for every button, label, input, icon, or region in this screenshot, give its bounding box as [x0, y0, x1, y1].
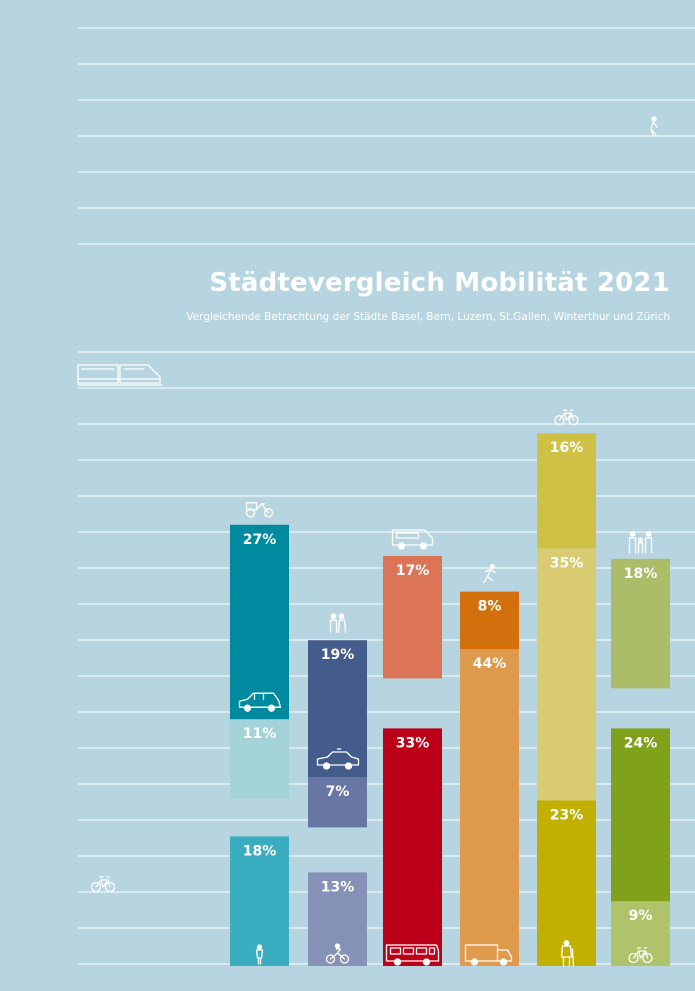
bicycle-icon	[90, 876, 116, 893]
family-icon	[628, 530, 653, 554]
runner-icon	[482, 563, 497, 584]
bar-segment	[308, 777, 367, 828]
data-label: 18%	[243, 843, 277, 859]
data-label: 33%	[396, 735, 430, 751]
bar-segment	[308, 872, 367, 966]
data-label: 11%	[243, 726, 277, 742]
cargo-bike-icon	[245, 502, 274, 518]
data-label: 16%	[550, 440, 584, 456]
bar-segment	[230, 719, 289, 799]
data-label: 8%	[478, 599, 502, 615]
truck-icon	[464, 944, 513, 966]
bar-segment	[460, 591, 519, 650]
bar-segment	[537, 548, 596, 801]
bar-segment	[611, 558, 670, 689]
bar-segment	[230, 524, 289, 720]
data-label: 7%	[326, 784, 350, 800]
train-icon	[77, 364, 163, 386]
data-label: 9%	[629, 908, 653, 924]
bicycle-icon	[554, 409, 579, 426]
walker-icon	[650, 116, 658, 136]
bar-segment	[611, 901, 670, 966]
data-label: 19%	[321, 647, 355, 663]
data-label: 13%	[321, 879, 355, 895]
motorcycle-icon	[325, 943, 350, 964]
van-icon	[391, 529, 434, 550]
page-subtitle: Vergleichende Betrachtung der Städte Bas…	[186, 311, 670, 323]
bicycle-icon	[628, 947, 653, 964]
data-label: 44%	[473, 656, 507, 672]
bar-segment	[383, 556, 442, 679]
car-icon	[238, 692, 282, 712]
bar-segment	[537, 433, 596, 549]
bar-segment	[308, 640, 367, 777]
data-label: 27%	[243, 532, 277, 548]
taxi-icon	[316, 748, 360, 770]
bar-segment	[537, 800, 596, 966]
data-label: 18%	[624, 566, 658, 582]
couple-icon	[329, 613, 347, 633]
pedestrian-icon	[255, 944, 264, 965]
data-label: 24%	[624, 735, 658, 751]
data-label: 35%	[550, 555, 584, 571]
bus-icon	[385, 944, 440, 966]
data-label: 23%	[550, 807, 584, 823]
bar-segment	[383, 728, 442, 966]
hiker-icon	[560, 940, 575, 967]
bar-segment	[611, 728, 670, 902]
page-title: Städtevergleich Mobilität 2021	[209, 268, 670, 298]
bar-segment	[460, 649, 519, 966]
data-label: 17%	[396, 563, 430, 579]
